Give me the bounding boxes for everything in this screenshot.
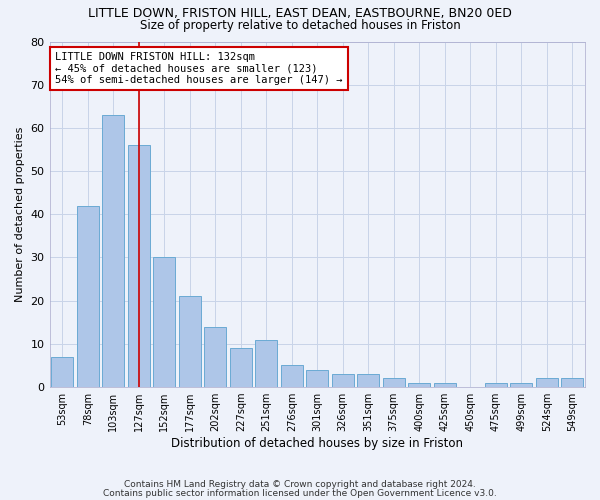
Bar: [383, 378, 404, 387]
Bar: [281, 366, 302, 387]
Bar: [77, 206, 98, 387]
Text: LITTLE DOWN FRISTON HILL: 132sqm
← 45% of detached houses are smaller (123)
54% : LITTLE DOWN FRISTON HILL: 132sqm ← 45% o…: [55, 52, 343, 85]
Bar: [179, 296, 200, 387]
Bar: [205, 326, 226, 387]
Text: LITTLE DOWN, FRISTON HILL, EAST DEAN, EASTBOURNE, BN20 0ED: LITTLE DOWN, FRISTON HILL, EAST DEAN, EA…: [88, 8, 512, 20]
Bar: [307, 370, 328, 387]
Bar: [52, 357, 73, 387]
Bar: [562, 378, 583, 387]
Bar: [358, 374, 379, 387]
Bar: [511, 383, 532, 387]
Bar: [434, 383, 455, 387]
Text: Size of property relative to detached houses in Friston: Size of property relative to detached ho…: [140, 19, 460, 32]
Bar: [256, 340, 277, 387]
Bar: [103, 115, 124, 387]
Bar: [154, 258, 175, 387]
Text: Contains HM Land Registry data © Crown copyright and database right 2024.: Contains HM Land Registry data © Crown c…: [124, 480, 476, 489]
Bar: [332, 374, 353, 387]
Bar: [230, 348, 251, 387]
Bar: [128, 145, 149, 387]
Y-axis label: Number of detached properties: Number of detached properties: [15, 126, 25, 302]
Bar: [536, 378, 557, 387]
Text: Contains public sector information licensed under the Open Government Licence v3: Contains public sector information licen…: [103, 489, 497, 498]
Bar: [409, 383, 430, 387]
Bar: [485, 383, 506, 387]
X-axis label: Distribution of detached houses by size in Friston: Distribution of detached houses by size …: [171, 437, 463, 450]
